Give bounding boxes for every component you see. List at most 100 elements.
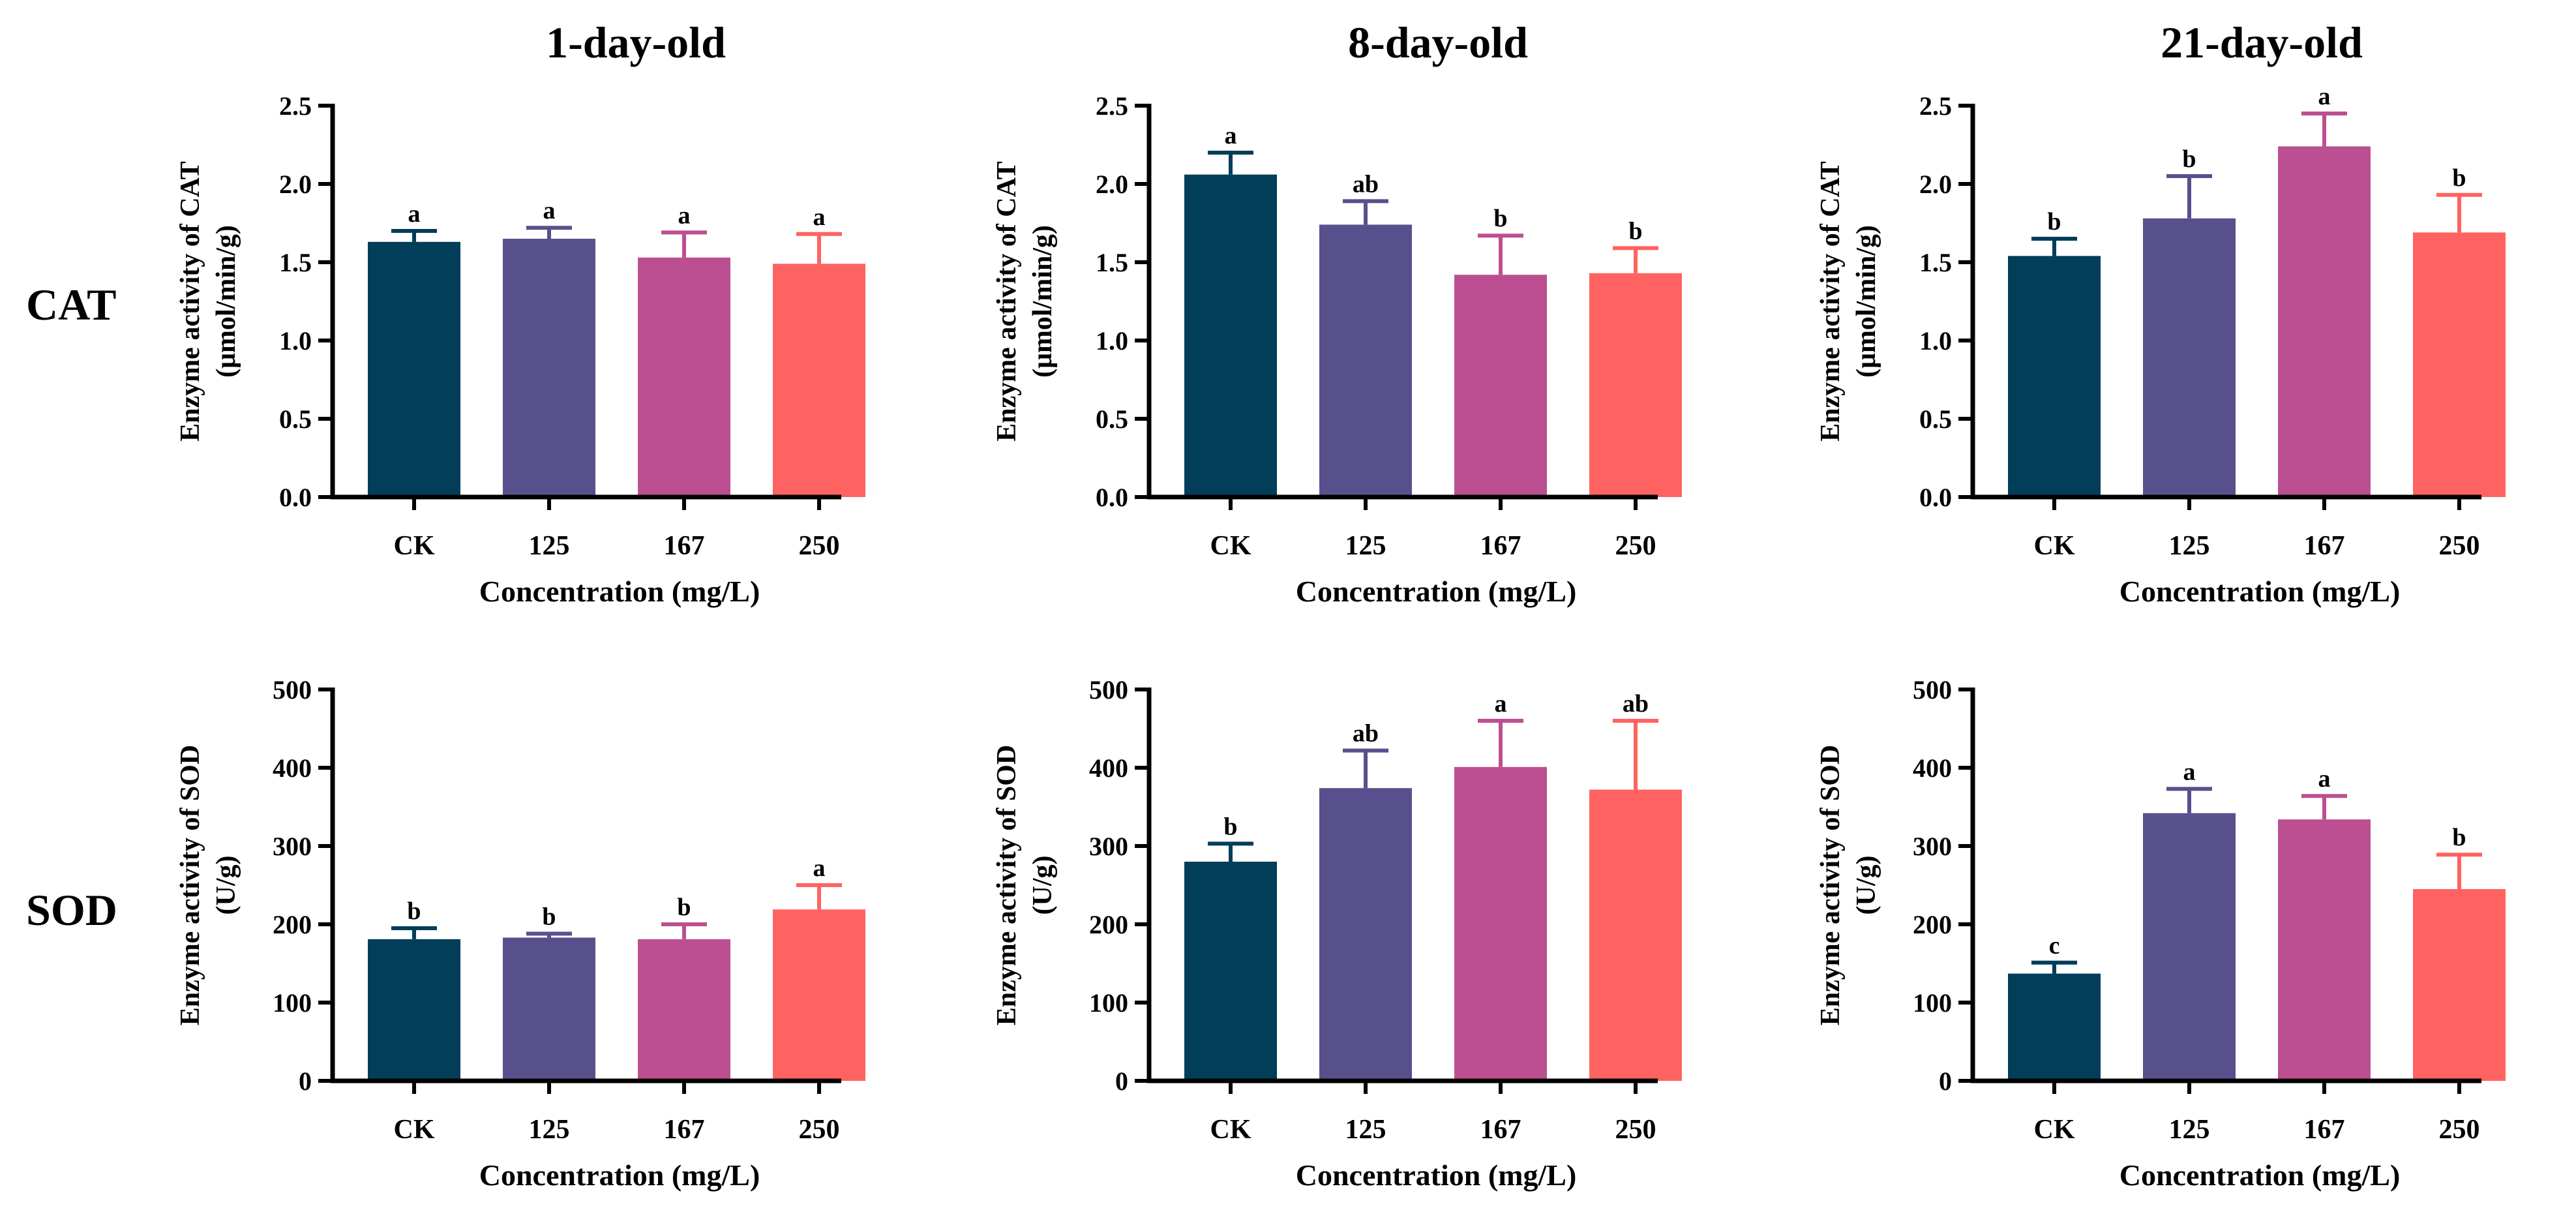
y-tick-label: 0 — [1939, 1066, 1952, 1096]
y-tick-label: 1.0 — [1096, 326, 1128, 355]
y-tick-label: 2.5 — [1919, 91, 1952, 121]
row-title-cat: CAT — [26, 280, 117, 329]
x-tick-label-125: 125 — [2169, 1115, 2210, 1145]
y-tick-label: 2.0 — [1919, 170, 1952, 199]
significance-letter-ck: b — [1223, 813, 1237, 840]
y-tick-label: 400 — [1089, 753, 1128, 783]
x-tick-label-250: 250 — [2439, 1115, 2480, 1145]
x-axis-label: Concentration (mg/L) — [2119, 1158, 2401, 1192]
x-tick-label-250: 250 — [799, 1115, 840, 1145]
bar-125 — [2143, 813, 2236, 1081]
x-tick-label-ck: CK — [394, 531, 435, 561]
x-tick-label-167: 167 — [664, 1115, 705, 1145]
x-tick-label-ck: CK — [2034, 1115, 2075, 1145]
significance-letter-167: b — [677, 894, 691, 921]
x-tick-label-125: 125 — [2169, 531, 2210, 561]
significance-letter-ck: b — [407, 898, 421, 925]
x-tick-label-250: 250 — [1615, 531, 1656, 561]
bar-250 — [2413, 889, 2506, 1081]
x-tick-label-ck: CK — [2034, 531, 2075, 561]
y-axis-label: Enzyme activity of SOD — [992, 745, 1022, 1025]
significance-letter-250: b — [2452, 824, 2466, 851]
y-tick-label: 1.0 — [1919, 326, 1952, 355]
y-tick-label: 500 — [273, 675, 312, 704]
chart-panel-cat-2: a CK ab 125 b 167 b 250 0.0 0.5 1.0 1.5 2.0 2.5 Concen… — [992, 91, 1682, 608]
y-tick-label: 400 — [273, 753, 312, 783]
y-tick-label: 500 — [1913, 675, 1952, 704]
x-tick-label-250: 250 — [2439, 531, 2480, 561]
chart-panel-cat-1: a CK a 125 a 167 a 250 0.0 0.5 1.0 1.5 2.0 2.5 Concent… — [175, 91, 865, 608]
significance-letter-125: a — [543, 197, 556, 224]
significance-letter-125: a — [2183, 758, 2196, 785]
bar-167 — [638, 939, 730, 1081]
x-tick-label-ck: CK — [394, 1115, 435, 1145]
y-tick-label: 0.5 — [1096, 404, 1128, 434]
y-tick-label: 100 — [1089, 988, 1128, 1018]
y-tick-label: 0.5 — [1919, 404, 1952, 434]
significance-letter-167: a — [1495, 690, 1507, 718]
x-tick-label-250: 250 — [799, 531, 840, 561]
y-tick-label: 300 — [1913, 832, 1952, 861]
bar-ck — [2008, 256, 2101, 497]
y-axis-label: Enzyme activity of CAT — [175, 161, 205, 442]
x-axis-label: Concentration (mg/L) — [1296, 1158, 1577, 1192]
y-tick-label: 1.5 — [279, 248, 312, 277]
y-axis-label: Enzyme activity of CAT — [992, 161, 1022, 442]
x-tick-label-167: 167 — [1480, 1115, 1521, 1145]
bar-250 — [773, 264, 865, 497]
bar-167 — [2278, 819, 2371, 1081]
column-title-3: 21-day-old — [2161, 18, 2363, 67]
significance-letter-167: a — [2318, 765, 2331, 793]
y-tick-label: 0.0 — [279, 483, 312, 512]
bar-167 — [2278, 146, 2371, 497]
chart-panel-cat-3: b CK b 125 a 167 b 250 0.0 0.5 1.0 1.5 2.0 2.5 Concent… — [1816, 83, 2506, 608]
y-tick-label: 1.5 — [1919, 248, 1952, 277]
y-tick-label: 0.0 — [1919, 483, 1952, 512]
y-axis-unit-label: (U/g) — [1028, 856, 1058, 915]
y-tick-label: 2.0 — [279, 170, 312, 199]
chart-panel-sod-1: b CK b 125 b 167 a 250 0 100 200 300 400 500 Concentra… — [175, 675, 865, 1192]
significance-letter-167: a — [2318, 83, 2331, 110]
y-tick-label: 1.5 — [1096, 248, 1128, 277]
y-axis-unit-label: (μmol/min/g) — [211, 225, 241, 378]
y-axis-unit-label: (μmol/min/g) — [1028, 225, 1058, 378]
row-title-sod: SOD — [26, 885, 117, 935]
significance-letter-250: a — [813, 855, 826, 882]
row-titles: CAT SOD — [26, 280, 117, 935]
y-tick-label: 300 — [273, 832, 312, 861]
significance-letter-250: ab — [1623, 690, 1649, 718]
significance-letter-125: ab — [1353, 170, 1379, 198]
y-tick-label: 500 — [1089, 675, 1128, 704]
x-axis-label: Concentration (mg/L) — [2119, 575, 2401, 608]
significance-letter-ck: b — [2047, 208, 2061, 235]
x-tick-label-250: 250 — [1615, 1115, 1656, 1145]
y-tick-label: 2.5 — [1096, 91, 1128, 121]
bar-ck — [2008, 973, 2101, 1081]
bar-125 — [1319, 224, 1412, 497]
chart-panel-sod-3: c CK a 125 a 167 b 250 0 100 200 300 400 500 Concentra… — [1816, 675, 2506, 1192]
significance-letter-125: b — [2182, 145, 2196, 173]
y-tick-label: 1.0 — [279, 326, 312, 355]
chart-panel-sod-2: b CK ab 125 a 167 ab 250 0 100 200 300 400 500 Concent… — [992, 675, 1682, 1192]
y-tick-label: 0 — [1115, 1066, 1128, 1096]
bar-167 — [1454, 766, 1547, 1081]
column-titles: 1-day-old 8-day-old 21-day-old — [546, 18, 2363, 67]
bar-ck — [1184, 174, 1277, 497]
significance-letter-167: b — [1493, 205, 1507, 232]
bar-167 — [1454, 275, 1547, 497]
y-tick-label: 2.5 — [279, 91, 312, 121]
significance-letter-250: b — [2452, 164, 2466, 192]
y-tick-label: 100 — [1913, 988, 1952, 1018]
bar-125 — [1319, 788, 1412, 1081]
y-tick-label: 200 — [1089, 910, 1128, 939]
x-tick-label-ck: CK — [1210, 1115, 1251, 1145]
significance-letter-250: a — [813, 204, 826, 231]
y-axis-label: Enzyme activity of CAT — [1816, 161, 1846, 442]
bar-167 — [638, 257, 730, 497]
x-tick-label-167: 167 — [2304, 531, 2345, 561]
y-tick-label: 200 — [1913, 910, 1952, 939]
bar-ck — [368, 241, 460, 497]
y-tick-label: 0 — [299, 1066, 312, 1096]
x-tick-label-125: 125 — [529, 1115, 570, 1145]
